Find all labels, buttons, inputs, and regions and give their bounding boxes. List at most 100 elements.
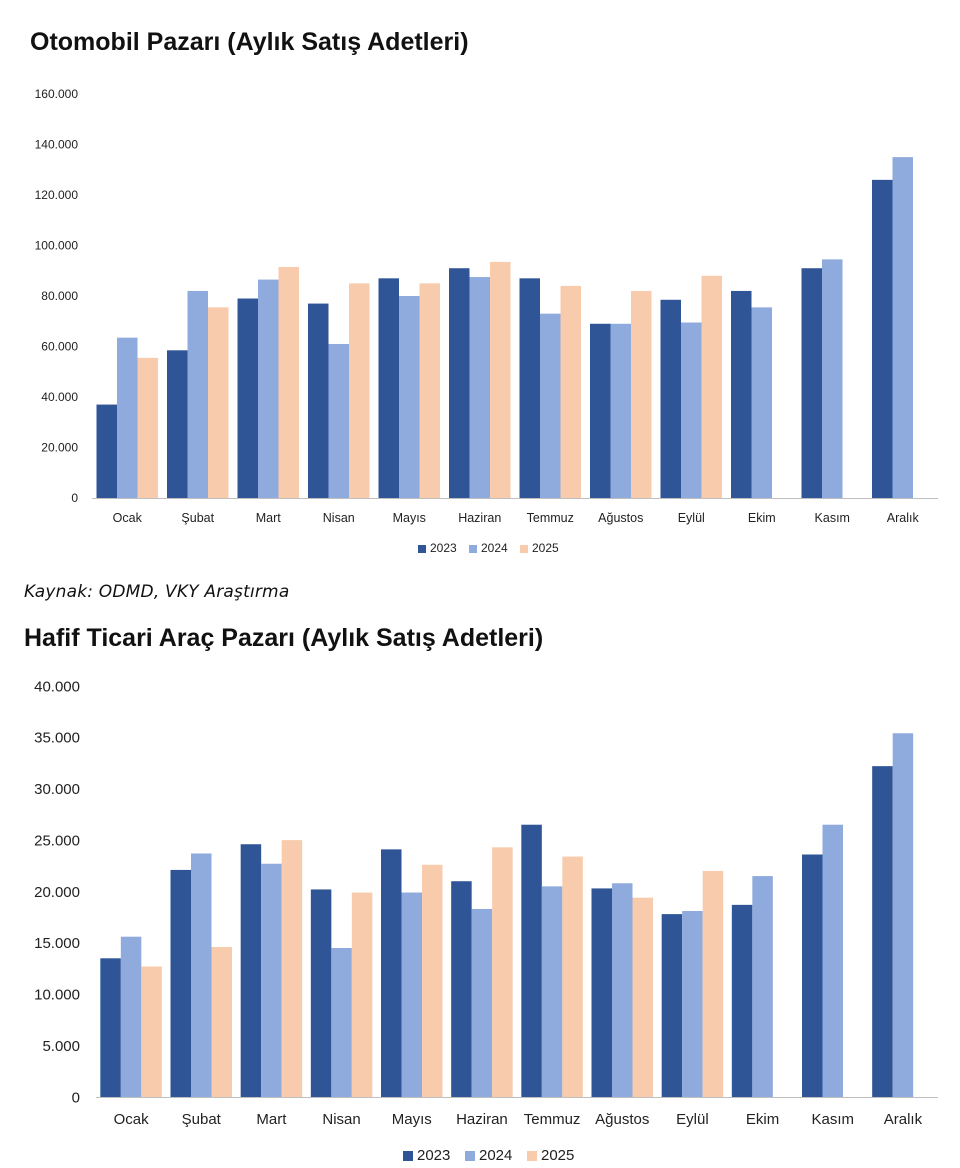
bar-2024-10 xyxy=(822,824,843,1097)
bar-2025-0 xyxy=(141,966,162,1097)
legend-swatch-2023 xyxy=(403,1151,413,1161)
bar-2024-1 xyxy=(187,290,208,498)
y-tick-label: 25.000 xyxy=(34,832,80,849)
bar-2023-11 xyxy=(872,179,893,498)
bar-2024-8 xyxy=(682,911,703,1097)
bar-2024-2 xyxy=(261,863,282,1097)
bar-2023-3 xyxy=(310,889,332,1097)
bar-2025-0 xyxy=(137,357,158,498)
x-category-label: Mart xyxy=(256,1111,287,1128)
bar-2023-6 xyxy=(521,824,542,1097)
x-category-label: Eylül xyxy=(676,1111,709,1128)
bar-2024-11 xyxy=(892,733,914,1097)
chart-title-hafif-ticari: Hafif Ticari Araç Pazarı (Aylık Satış Ad… xyxy=(24,624,544,652)
legend-swatch-2025 xyxy=(520,545,528,553)
x-category-label: Nisan xyxy=(322,1111,360,1128)
y-tick-label: 40.000 xyxy=(41,390,78,404)
bar-2025-4 xyxy=(419,283,440,498)
bar-2023-5 xyxy=(451,881,472,1097)
bar-2023-4 xyxy=(378,278,399,498)
bar-2024-4 xyxy=(401,892,422,1097)
y-tick-label: 20.000 xyxy=(34,884,80,901)
bar-2023-9 xyxy=(731,904,753,1097)
bar-2023-0 xyxy=(100,958,121,1097)
bar-2025-8 xyxy=(701,275,722,498)
legend-label-2023: 2023 xyxy=(417,1147,450,1164)
bar-2024-0 xyxy=(117,337,138,498)
bar-2025-3 xyxy=(349,283,370,498)
bar-2025-7 xyxy=(631,290,652,498)
bar-2023-1 xyxy=(167,350,188,498)
bar-2025-8 xyxy=(702,870,724,1097)
bar-2023-11 xyxy=(872,766,893,1097)
x-category-label: Mart xyxy=(256,511,282,525)
bar-2025-6 xyxy=(560,285,581,498)
bar-2024-2 xyxy=(258,279,279,498)
bar-2025-1 xyxy=(211,946,232,1097)
x-category-label: Kasım xyxy=(815,511,850,525)
x-category-label: Şubat xyxy=(182,1111,222,1128)
legend-label-2024: 2024 xyxy=(479,1147,512,1164)
x-category-label: Ocak xyxy=(113,511,143,525)
y-tick-label: 10.000 xyxy=(34,987,80,1004)
otomobil-bar-chart: 160.000 140.000 120.000 100.000 80.000 60.000… xyxy=(35,87,938,555)
bar-2025-4 xyxy=(422,864,443,1097)
x-category-label: Ağustos xyxy=(598,511,643,525)
bar-2023-3 xyxy=(308,303,329,498)
x-category-label: Şubat xyxy=(181,511,214,525)
chart-title-otomobil: Otomobil Pazarı (Aylık Satış Adetleri) xyxy=(30,28,469,56)
x-category-label: Ekim xyxy=(746,1111,779,1128)
y-tick-label: 120.000 xyxy=(35,188,79,202)
x-category-label: Ağustos xyxy=(595,1111,649,1128)
y-tick-label: 100.000 xyxy=(35,239,79,253)
source-note: Kaynak: ODMD, VKY Araştırma xyxy=(24,582,290,602)
bar-2024-5 xyxy=(471,908,493,1097)
bar-2023-1 xyxy=(170,869,191,1097)
bar-2024-9 xyxy=(751,307,772,498)
x-category-label: Nisan xyxy=(323,511,355,525)
bar-2023-2 xyxy=(240,844,262,1097)
y-tick-label: 80.000 xyxy=(41,289,78,303)
bar-2025-7 xyxy=(632,897,653,1097)
y-tick-label: 20.000 xyxy=(41,441,78,455)
y-tick-label: 60.000 xyxy=(41,340,78,354)
x-category-label: Haziran xyxy=(458,511,501,525)
y-tick-label: 140.000 xyxy=(35,138,79,152)
legend-swatch-2024 xyxy=(465,1151,475,1161)
x-category-label: Mayıs xyxy=(393,511,426,525)
legend-label-2025: 2025 xyxy=(532,541,559,555)
bar-2023-5 xyxy=(449,268,470,498)
y-tick-label: 40.000 xyxy=(34,678,80,695)
bar-2024-7 xyxy=(612,883,633,1097)
bar-2023-7 xyxy=(591,888,612,1097)
legend-label-2024: 2024 xyxy=(481,541,508,555)
bar-2025-3 xyxy=(351,892,373,1097)
bar-2025-5 xyxy=(490,261,511,498)
bar-2023-2 xyxy=(237,298,258,498)
bar-2023-4 xyxy=(381,849,402,1097)
x-category-label: Ocak xyxy=(114,1111,150,1128)
y-tick-label: 5.000 xyxy=(42,1038,80,1055)
bar-2023-8 xyxy=(661,914,683,1097)
x-category-label: Eylül xyxy=(678,511,705,525)
legend-swatch-2025 xyxy=(527,1151,537,1161)
bar-2024-1 xyxy=(191,853,212,1097)
x-category-label: Aralık xyxy=(884,1111,923,1128)
bar-2024-11 xyxy=(892,157,913,498)
x-category-label: Aralık xyxy=(887,511,920,525)
legend-label-2025: 2025 xyxy=(541,1147,574,1164)
y-tick-label: 35.000 xyxy=(34,730,80,747)
bar-2024-4 xyxy=(399,296,420,498)
y-tick-label: 30.000 xyxy=(34,781,80,798)
bar-2023-8 xyxy=(660,299,681,498)
y-tick-label: 0 xyxy=(71,491,78,505)
y-tick-label: 15.000 xyxy=(34,935,80,952)
legend-label-2023: 2023 xyxy=(430,541,457,555)
y-tick-label: 160.000 xyxy=(35,87,79,101)
bar-2024-3 xyxy=(328,343,349,498)
bar-2023-10 xyxy=(801,268,822,498)
bar-2024-7 xyxy=(610,323,631,498)
bar-2024-10 xyxy=(822,259,843,498)
x-category-label: Ekim xyxy=(748,511,776,525)
